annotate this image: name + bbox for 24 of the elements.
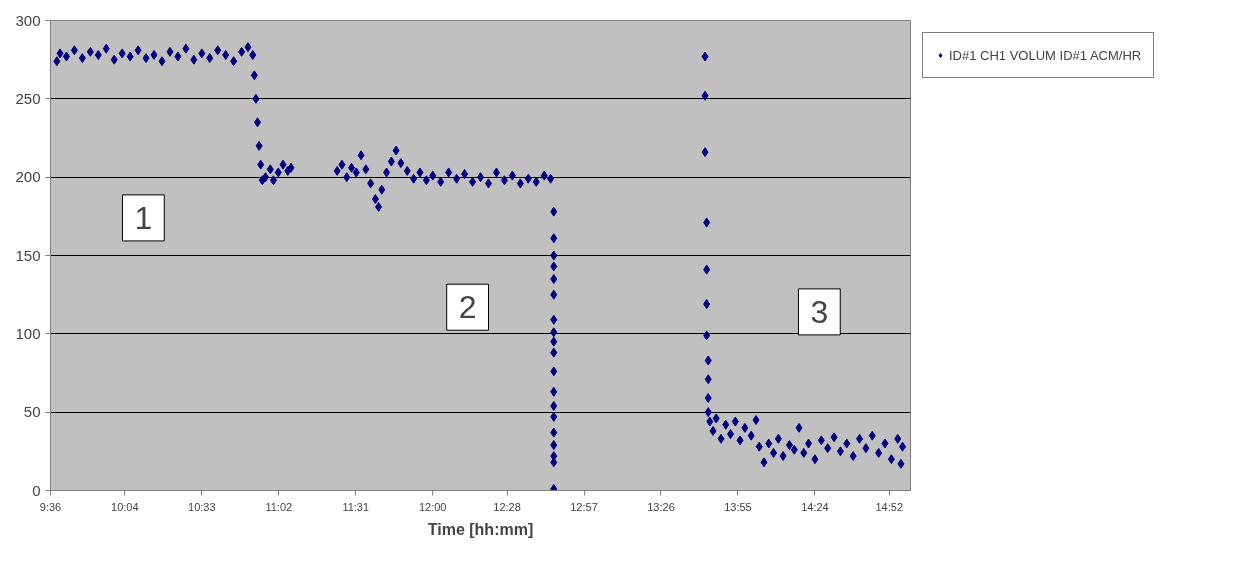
x-tick-label: 10:33 [188,500,216,513]
y-tick-label: 100 [15,324,41,342]
annotation: 3 [810,293,829,330]
x-tick-label: 11:31 [342,500,370,513]
legend-label: ID#1 CH1 VOLUM ID#1 ACM/HR [949,47,1142,63]
x-tick-label: 12:28 [493,500,521,513]
x-tick-label: 12:57 [570,500,598,513]
x-tick-label: 14:52 [875,500,904,513]
x-tick-label: 12:00 [418,500,447,513]
y-tick-label: 50 [23,403,41,421]
annotation: 1 [134,199,153,236]
y-tick-label: 200 [15,168,41,186]
x-tick-label: 10:04 [111,500,139,513]
y-tick-label: 250 [15,89,41,107]
x-tick-label: 13:55 [724,500,752,513]
y-tick-label: 150 [15,246,41,264]
x-axis-title: Time [hh:mm] [427,520,534,538]
x-tick-label: 9:36 [39,500,62,513]
x-tick-label: 11:02 [265,500,293,513]
x-tick-label: 14:24 [801,500,829,513]
annotation: 2 [458,289,477,326]
y-tick-label: 300 [15,11,41,29]
y-tick-label: 0 [32,481,41,499]
x-tick-label: 13:26 [647,500,675,513]
